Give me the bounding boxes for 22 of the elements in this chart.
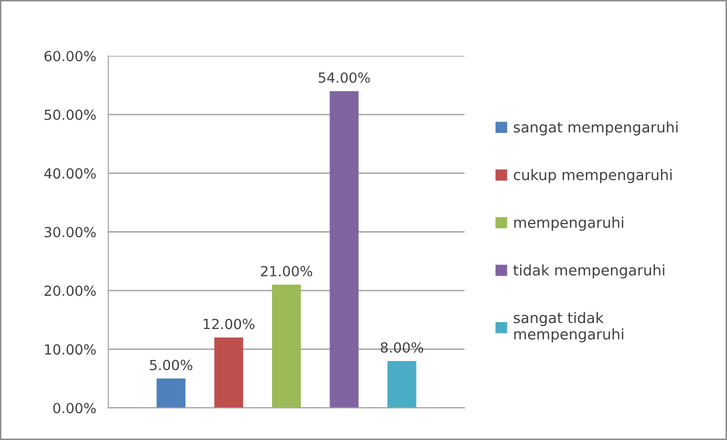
legend-label: mempengaruhi xyxy=(514,216,624,231)
y-tick-label: 40.00% xyxy=(44,168,96,179)
bar xyxy=(330,91,359,408)
y-tick-label: 60.00% xyxy=(44,50,96,62)
y-tick-label: 10.00% xyxy=(45,344,96,355)
bar xyxy=(387,360,416,408)
data-label: 21.00% xyxy=(260,266,312,276)
legend-label: tidak mempengaruhi xyxy=(513,264,664,278)
y-tick-label: 20.00% xyxy=(44,286,96,296)
bar xyxy=(214,337,244,408)
y-tick-label: 0.00% xyxy=(53,402,96,414)
y-tick-label: 50.00% xyxy=(44,110,96,120)
legend-label: sangat mempengaruhi xyxy=(514,121,678,136)
bar xyxy=(272,284,301,408)
y-tick-label: 30.00% xyxy=(44,226,96,238)
data-label: 12.00% xyxy=(204,318,254,330)
data-label: 8.00% xyxy=(380,342,424,353)
legend-label: sangat tidak mempengaruhi xyxy=(514,312,624,342)
legend-label: cukup mempengaruhi xyxy=(514,169,672,184)
bar xyxy=(156,378,186,408)
data-label: 5.00% xyxy=(150,360,192,370)
data-label: 54.00% xyxy=(318,72,370,83)
